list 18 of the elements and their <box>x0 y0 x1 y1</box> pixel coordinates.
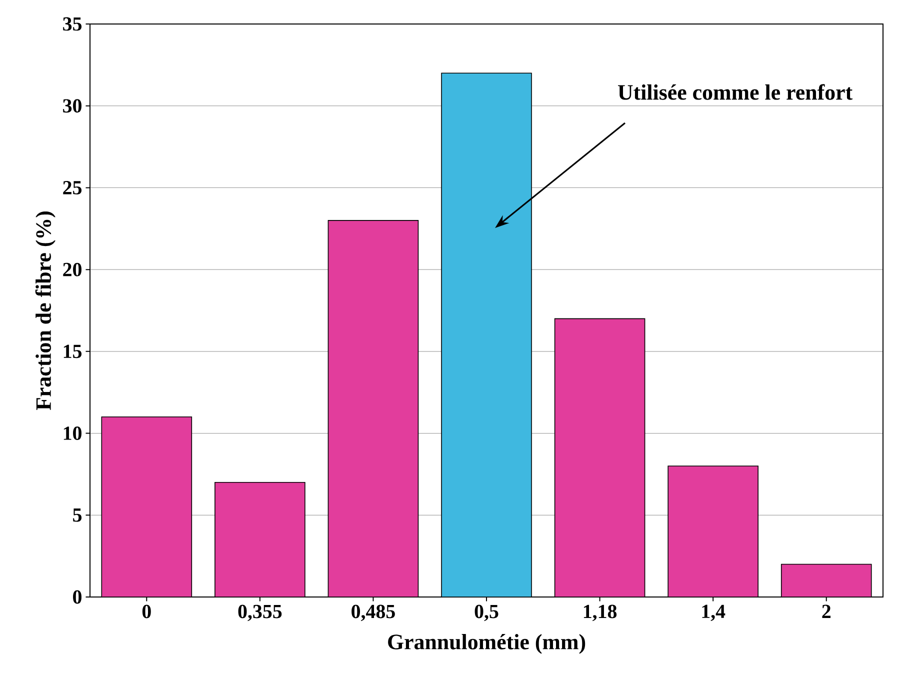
annotation: Utilisée comme le renfort <box>618 84 852 100</box>
y-tick-label: 15 <box>64 344 82 358</box>
y-tick-label: 35 <box>63 17 82 31</box>
y-tick-label: 30 <box>63 99 82 113</box>
x-axis-title: Grannulométie (mm) <box>388 634 586 654</box>
x-tick-label: 1,4 <box>702 604 726 622</box>
x-tick-label: 2 <box>822 604 830 618</box>
x-tick-label: 1,18 <box>584 604 617 622</box>
x-tick-label: 0,485 <box>352 604 395 622</box>
x-tick-label: 0,355 <box>238 604 282 622</box>
y-tick-label: 20 <box>63 262 82 276</box>
y-tick-label: 10 <box>64 426 82 440</box>
x-tick-label: 0,5 <box>474 604 498 622</box>
y-axis-title: Fraction de fibre (%) <box>35 212 56 410</box>
y-tick-label: 5 <box>73 508 82 522</box>
y-tick-label: 0 <box>73 590 82 604</box>
x-tick-label: 0 <box>142 604 151 618</box>
y-tick-label: 25 <box>63 181 82 194</box>
